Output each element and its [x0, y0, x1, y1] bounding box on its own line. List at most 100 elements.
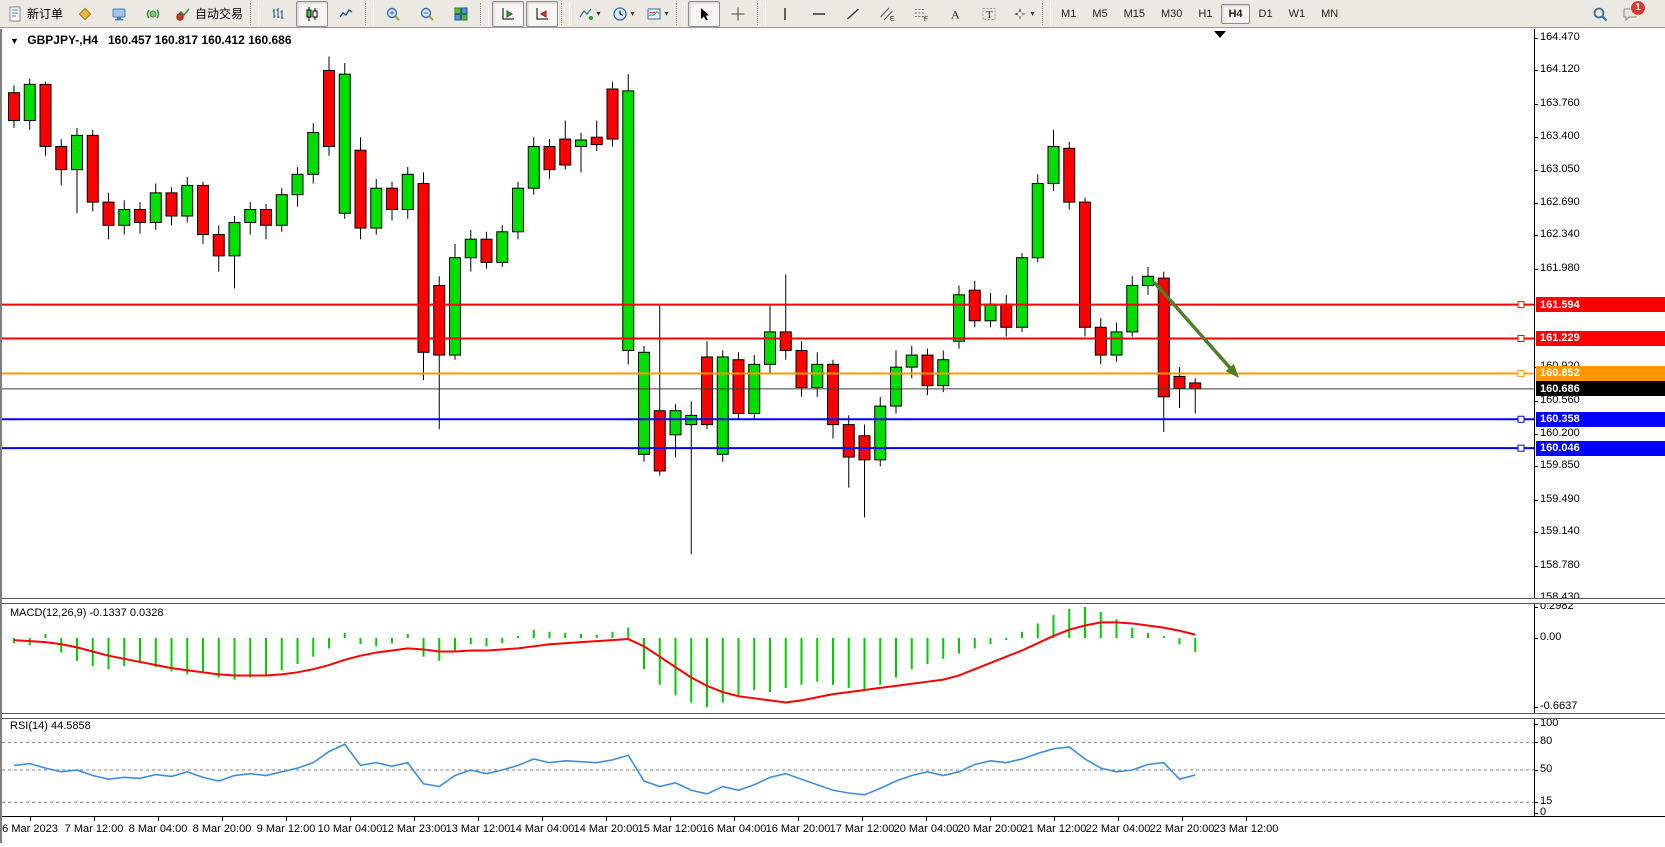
text-button[interactable]: A: [939, 1, 971, 27]
price-axis-tick: 159.850: [1540, 459, 1580, 472]
periods-icon: [612, 6, 627, 21]
hline-anchor: [1517, 334, 1525, 342]
new-order-button[interactable]: 新订单: [3, 1, 67, 27]
candle-body: [543, 145, 556, 171]
candle-body: [86, 134, 99, 203]
axis-tick: [1534, 742, 1538, 744]
vertical-line-button[interactable]: [769, 1, 801, 27]
time-axis-label: 14 Mar 04:00: [509, 823, 575, 835]
macd-pane-separator[interactable]: [2, 598, 1665, 604]
shapes-icon: [1013, 7, 1026, 20]
chart-shift-marker-icon: [1214, 31, 1226, 38]
symbol-dropdown-icon[interactable]: ▼: [10, 36, 19, 46]
text-icon: A: [951, 7, 960, 21]
cursor-icon: [701, 7, 710, 20]
candle-body: [244, 209, 257, 224]
candle-body: [842, 424, 855, 458]
candle-body: [795, 349, 808, 389]
macd-signal-line: [13, 621, 1196, 704]
templates-button[interactable]: ▾: [641, 1, 673, 27]
notifications-button[interactable]: 1: [1618, 0, 1658, 27]
timeframe-m30[interactable]: M30: [1161, 7, 1183, 20]
timeframe-h1[interactable]: H1: [1198, 7, 1213, 20]
navigator-button[interactable]: [103, 1, 135, 27]
shapes-button[interactable]: ▾: [1007, 1, 1039, 27]
candlestick-chart-icon: [306, 6, 318, 21]
candle-body: [480, 238, 493, 263]
axis-tick: [1534, 707, 1538, 709]
signals-button[interactable]: [137, 1, 169, 27]
market-watch-button[interactable]: [69, 1, 101, 27]
candle-body: [39, 83, 52, 147]
zoom-in-button[interactable]: [377, 1, 409, 27]
navigator-icon: [112, 8, 126, 20]
tile-windows-button[interactable]: [445, 1, 477, 27]
timeframe-m15[interactable]: M15: [1123, 7, 1145, 20]
timeframe-mn[interactable]: MN: [1321, 7, 1339, 20]
zoom-out-button[interactable]: [411, 1, 443, 27]
macd-axis-tick: -0.6637: [1540, 700, 1578, 713]
search-button[interactable]: [1584, 1, 1616, 27]
candle-body: [764, 331, 776, 365]
candle-body: [165, 192, 178, 217]
price-axis-separator: [1534, 29, 1535, 816]
candle-body: [732, 359, 745, 414]
indicators-icon: [578, 8, 593, 20]
price-axis-tick: 163.760: [1540, 96, 1580, 109]
indicators-button[interactable]: ▾: [573, 1, 605, 27]
price-line-label-161.594: 161.594: [1536, 297, 1665, 313]
time-axis[interactable]: 6 Mar 2023 7 Mar 12:00 8 Mar 04:00 8 Mar 20…: [2, 816, 1665, 843]
periods-button[interactable]: ▾: [607, 1, 639, 27]
timeframe-m5[interactable]: M5: [1092, 7, 1108, 20]
timeframe-w1[interactable]: W1: [1288, 7, 1306, 20]
chart-ohlc-values: 160.457 160.817 160.412 160.686: [107, 33, 292, 47]
svg-text:E: E: [890, 15, 895, 22]
timeframe-m1[interactable]: M1: [1061, 7, 1077, 20]
fibonacci-button[interactable]: F: [905, 1, 937, 27]
price-axis-tick: 164.120: [1540, 63, 1580, 76]
axis-tick: [1534, 103, 1538, 105]
time-axis-tick: [94, 817, 95, 821]
line-chart-button[interactable]: [330, 1, 362, 27]
time-axis-label: 12 Mar 23:00: [381, 823, 447, 835]
candle-body: [323, 69, 335, 147]
rsi-pane-separator[interactable]: [2, 713, 1665, 719]
candle-body: [386, 187, 398, 211]
candle-body: [606, 88, 619, 140]
trendline-button[interactable]: [837, 1, 869, 27]
price-axis-tick: 162.690: [1540, 196, 1580, 209]
bar-chart-button[interactable]: [262, 1, 294, 27]
candle-body: [984, 303, 997, 322]
chart-shift-button[interactable]: [526, 0, 559, 27]
signals-icon: [146, 9, 160, 18]
price-axis-tick: 163.050: [1540, 162, 1580, 175]
channel-button[interactable]: E: [871, 1, 903, 27]
zoom-in-icon: [386, 7, 400, 21]
auto-scroll-button[interactable]: [492, 0, 525, 27]
autotrading-button[interactable]: 自动交易: [171, 1, 247, 27]
chart-window[interactable]: ▼ GBPJPY-,H4 160.457 160.817 160.412 160…: [0, 29, 1665, 843]
candle-body: [701, 356, 713, 426]
horizontal-line-button[interactable]: [803, 1, 835, 27]
notification-badge: 1: [1630, 0, 1646, 16]
timeframe-d1[interactable]: D1: [1258, 7, 1273, 20]
auto-scroll-icon: [502, 7, 515, 19]
time-axis-label: 22 Mar 04:00: [1085, 823, 1151, 835]
price-line-label-160.852: 160.852: [1536, 365, 1665, 381]
price-axis-tick: 162.340: [1540, 228, 1580, 241]
candle-body: [779, 331, 792, 351]
chevron-down-icon: ▾: [1030, 9, 1035, 18]
crosshair-button[interactable]: [722, 1, 754, 27]
candle-body: [118, 209, 131, 226]
zoom-out-icon: [420, 7, 434, 21]
candlestick-chart-button[interactable]: [296, 0, 329, 27]
tile-windows-icon: [454, 7, 468, 20]
candle-body: [307, 132, 320, 175]
axis-tick: [1534, 70, 1538, 72]
candle-body: [433, 285, 446, 356]
cursor-button[interactable]: [688, 0, 721, 27]
candle-body: [1079, 201, 1091, 328]
chart-plot[interactable]: [2, 29, 1665, 843]
timeframe-h4[interactable]: H4: [1221, 3, 1250, 24]
label-button[interactable]: T: [973, 1, 1005, 27]
